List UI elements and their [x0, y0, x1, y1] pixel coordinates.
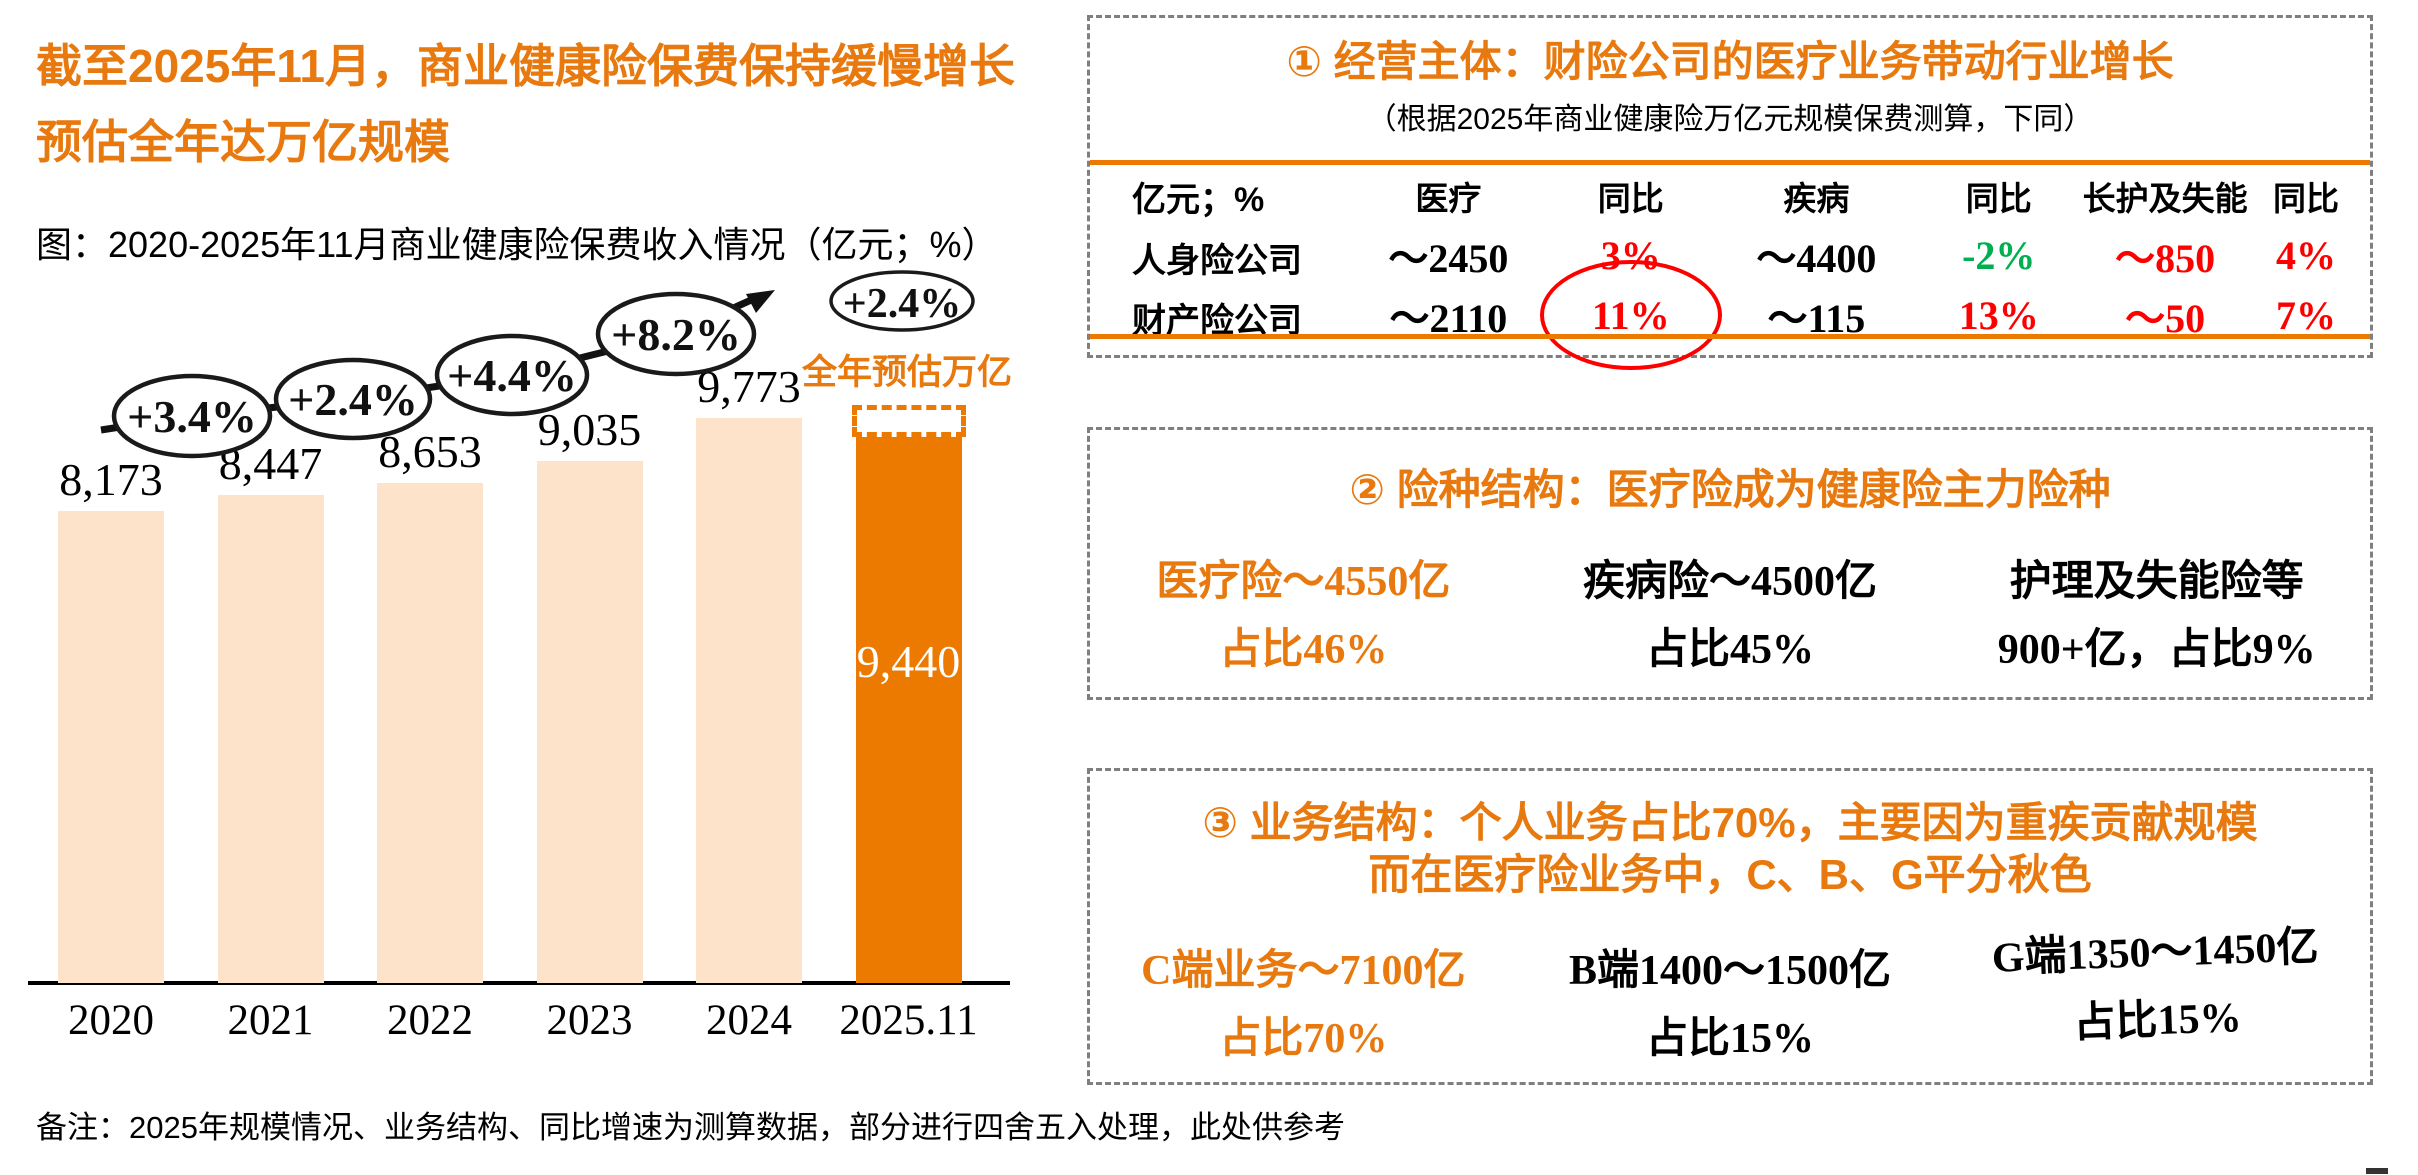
stat-illness: 疾病险～4500亿 占比45%	[1517, 548, 1944, 684]
x-axis-label: 2022	[387, 997, 473, 1044]
bar-value-label: 9,440	[856, 636, 961, 687]
chart-caption: 图：2020-2025年11月商业健康险保费收入情况（亿元；%）	[36, 224, 998, 265]
bar-2024	[696, 418, 802, 983]
stat-line: 疾病险～4500亿	[1583, 559, 1878, 605]
stat-line: 护理及失能险等	[2009, 559, 2304, 605]
table-cell: 13%	[1958, 292, 2039, 338]
table-header-cell: 同比	[2272, 180, 2339, 217]
panel1-subtitle: （根据2025年商业健康险万亿元规模保费测算，下同）	[1366, 103, 2094, 136]
table-row-label: 财产险公司	[1132, 301, 1302, 340]
stat-line: 医疗险～4550亿	[1156, 559, 1451, 605]
panel3-stats: C端业务～7100亿 占比70% B端1400～1500亿 占比15% G端13…	[1090, 924, 2370, 1073]
table-cell: -2%	[1962, 232, 2036, 278]
x-axis-label: 2024	[706, 997, 792, 1044]
bar-2021	[217, 495, 324, 983]
table-cell: ～4400	[1756, 236, 1877, 281]
panel3-title-line1: ③ 业务结构：个人业务占比70%，主要因为重疾贡献规模	[1202, 799, 2258, 846]
table-cell: ～2110	[1389, 296, 1508, 341]
stat-line: 占比70%	[1219, 1016, 1388, 1062]
stat-line: 占比15%	[1646, 1016, 1815, 1062]
stat-line: B端1400～1500亿	[1569, 948, 1892, 994]
headline-line1: 截至2025年11月，商业健康险保费保持缓慢增长	[36, 40, 1015, 92]
bar-2022	[377, 483, 483, 983]
table-header-cell: 同比	[1597, 180, 1664, 217]
panel3-title: ③ 业务结构：个人业务占比70%，主要因为重疾贡献规模 而在医疗险业务中，C、B…	[1090, 797, 2370, 901]
x-axis-label: 2020	[68, 997, 154, 1044]
forecast-dashed-box	[851, 405, 966, 437]
panel-product-mix: ② 险种结构：医疗险成为健康险主力险种 医疗险～4550亿 占比46% 疾病险～…	[1087, 427, 2373, 700]
stat-medical: 医疗险～4550亿 占比46%	[1090, 548, 1517, 684]
headline: 截至2025年11月，商业健康险保费保持缓慢增长 预估全年达万亿规模	[36, 28, 1015, 180]
panel2-stats: 医疗险～4550亿 占比46% 疾病险～4500亿 占比45% 护理及失能险等 …	[1090, 548, 2370, 684]
x-axis-label: 2021	[227, 997, 314, 1044]
x-axis-label: 2023	[546, 997, 633, 1044]
bar-chart: 全年预估万亿 8,173 2020 8,447 2021 8,653 2022 9,035 2…	[0, 0, 1060, 1100]
table-header-cell: 同比	[1965, 180, 2032, 217]
headline-line2: 预估全年达万亿规模	[36, 116, 450, 168]
panel-operating-entities: ① 经营主体：财险公司的医疗业务带动行业增长 （根据2025年商业健康险万亿元规…	[1087, 15, 2373, 370]
table-cell: 4%	[2275, 232, 2336, 278]
highlight-circle	[1539, 260, 1722, 370]
table-cell: ～850	[2115, 236, 2216, 281]
bar-2020	[58, 511, 164, 983]
x-axis-label: 2025.11	[839, 997, 978, 1044]
table-cell: ～2450	[1388, 236, 1509, 281]
panel3-title-line2: 而在医疗险业务中，C、B、G平分秋色	[1368, 851, 2092, 898]
bar-value-label: 8,173	[59, 454, 163, 505]
stat-line: 占比45%	[1646, 627, 1815, 673]
bar-value-label: 9,773	[697, 361, 801, 412]
stat-line: 占比46%	[1219, 627, 1388, 673]
table-header-cell: 疾病	[1783, 180, 1850, 217]
table-header-cell: 亿元；%	[1132, 180, 1265, 219]
stat-b-side: B端1400～1500亿 占比15%	[1517, 937, 1944, 1073]
panel1-title: ① 经营主体：财险公司的医疗业务带动行业增长	[1286, 38, 2174, 85]
table-row-label: 人身险公司	[1132, 241, 1302, 280]
stat-care-disability: 护理及失能险等 900+亿，占比9%	[1943, 548, 2370, 684]
footnote: 备注：2025年规模情况、业务结构、同比增速为测算数据，部分进行四舍五入处理，此…	[36, 1110, 1345, 1145]
table-cell: 11%	[1538, 260, 1724, 370]
panel2-title: ② 险种结构：医疗险成为健康险主力险种	[1349, 466, 2111, 513]
panel1-bottom-rule	[1090, 334, 2370, 339]
table-cell: ～115	[1767, 296, 1866, 341]
corner-mark	[2366, 1168, 2388, 1174]
table-header-cell: 长护及失能	[2082, 180, 2248, 217]
premium-table: 亿元；% 医疗 同比 疾病 同比 长护及失能 同比 人身险公司 ～2450 3% ～4400 -2% ～…	[1090, 165, 2370, 370]
table-cell: 7%	[2275, 292, 2336, 338]
x-axis-line	[28, 981, 1010, 985]
stat-line: C端业务～7100亿	[1141, 948, 1466, 994]
stat-line: 900+亿，占比9%	[1997, 627, 2316, 673]
table-cell: ～50	[2125, 296, 2206, 341]
forecast-annotation: 全年预估万亿	[801, 353, 1012, 392]
stat-g-side: G端1350～1450亿 占比15%	[1941, 912, 2372, 1063]
stat-c-side: C端业务～7100亿 占比70%	[1090, 937, 1517, 1073]
table-header-cell: 医疗	[1415, 180, 1482, 217]
bar-2025.11	[855, 437, 962, 983]
bar-2023	[536, 461, 643, 983]
panel-business-structure: ③ 业务结构：个人业务占比70%，主要因为重疾贡献规模 而在医疗险业务中，C、B…	[1087, 768, 2373, 1085]
panel1-top-rule	[1090, 160, 2370, 165]
